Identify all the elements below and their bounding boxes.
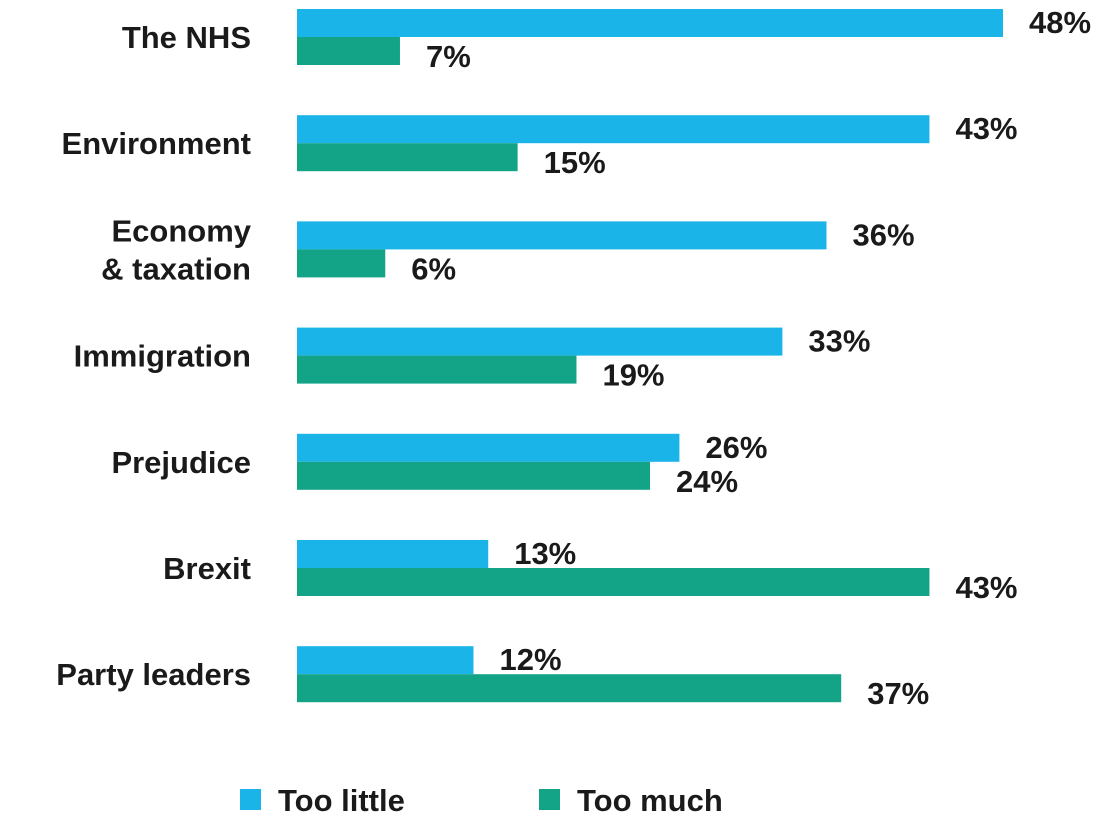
bar-the-nhs-too-much — [297, 37, 400, 65]
value-label-prejudice-too-little: 26% — [705, 430, 767, 465]
value-label-the-nhs-too-little: 48% — [1029, 5, 1091, 40]
legend-label-too-little: Too little — [278, 783, 405, 814]
category-label-immigration: Immigration — [74, 339, 251, 374]
bar-economy-and-taxation-too-little — [297, 221, 827, 250]
bar-prejudice-too-much — [297, 461, 650, 490]
legend-label-too-much: Too much — [577, 783, 723, 814]
legend: Too little Too much — [240, 783, 723, 814]
value-label-brexit-too-much: 43% — [955, 570, 1017, 605]
bar-the-nhs-too-little — [297, 9, 1003, 37]
value-label-immigration-too-little: 33% — [808, 324, 870, 359]
bar-immigration-too-much — [297, 355, 577, 384]
value-label-party-leaders-too-little: 12% — [500, 642, 562, 677]
value-label-party-leaders-too-much: 37% — [867, 676, 929, 711]
value-label-environment-too-little: 43% — [955, 111, 1017, 146]
bar-environment-too-little — [297, 115, 930, 144]
value-label-immigration-too-much: 19% — [602, 358, 664, 393]
value-labels: 48% 7% 43% 15% 36% 6% 33% 19% 26%24% 13% 43% 12% 37% — [411, 5, 1091, 711]
bar-brexit-too-much — [297, 568, 930, 596]
bar-party-leaders-too-little — [297, 646, 474, 675]
legend-swatch-too-much — [539, 789, 560, 810]
bar-prejudice-too-little — [297, 433, 680, 462]
value-label-brexit-too-little: 13% — [514, 536, 576, 571]
bar-brexit-too-little — [297, 540, 489, 568]
bar-immigration-too-little — [297, 327, 783, 356]
bar-environment-too-much — [297, 143, 518, 172]
bars — [297, 9, 1003, 703]
category-label-environment: Environment — [62, 126, 251, 161]
value-label-economy-and-taxation-too-much: 6% — [411, 251, 456, 286]
bar-economy-and-taxation-too-much — [297, 249, 386, 278]
category-label-prejudice: Prejudice — [111, 445, 251, 480]
value-label-prejudice-too-much: 24% — [676, 464, 738, 499]
category-label-economy-and-taxation: Economy & taxation — [101, 213, 252, 286]
value-label-the-nhs-too-much: 7% — [426, 39, 471, 74]
category-label-brexit: Brexit — [163, 551, 251, 586]
value-label-economy-and-taxation-too-little: 36% — [853, 217, 915, 252]
category-labels: The NHS Environment Economy & taxation Immig… — [56, 20, 251, 692]
value-label-environment-too-much: 15% — [544, 145, 606, 180]
bar-party-leaders-too-much — [297, 674, 842, 703]
legend-swatch-too-little — [240, 789, 261, 810]
category-label-party-leaders: Party leaders — [56, 657, 251, 692]
category-label-the-nhs: The NHS — [122, 20, 251, 55]
